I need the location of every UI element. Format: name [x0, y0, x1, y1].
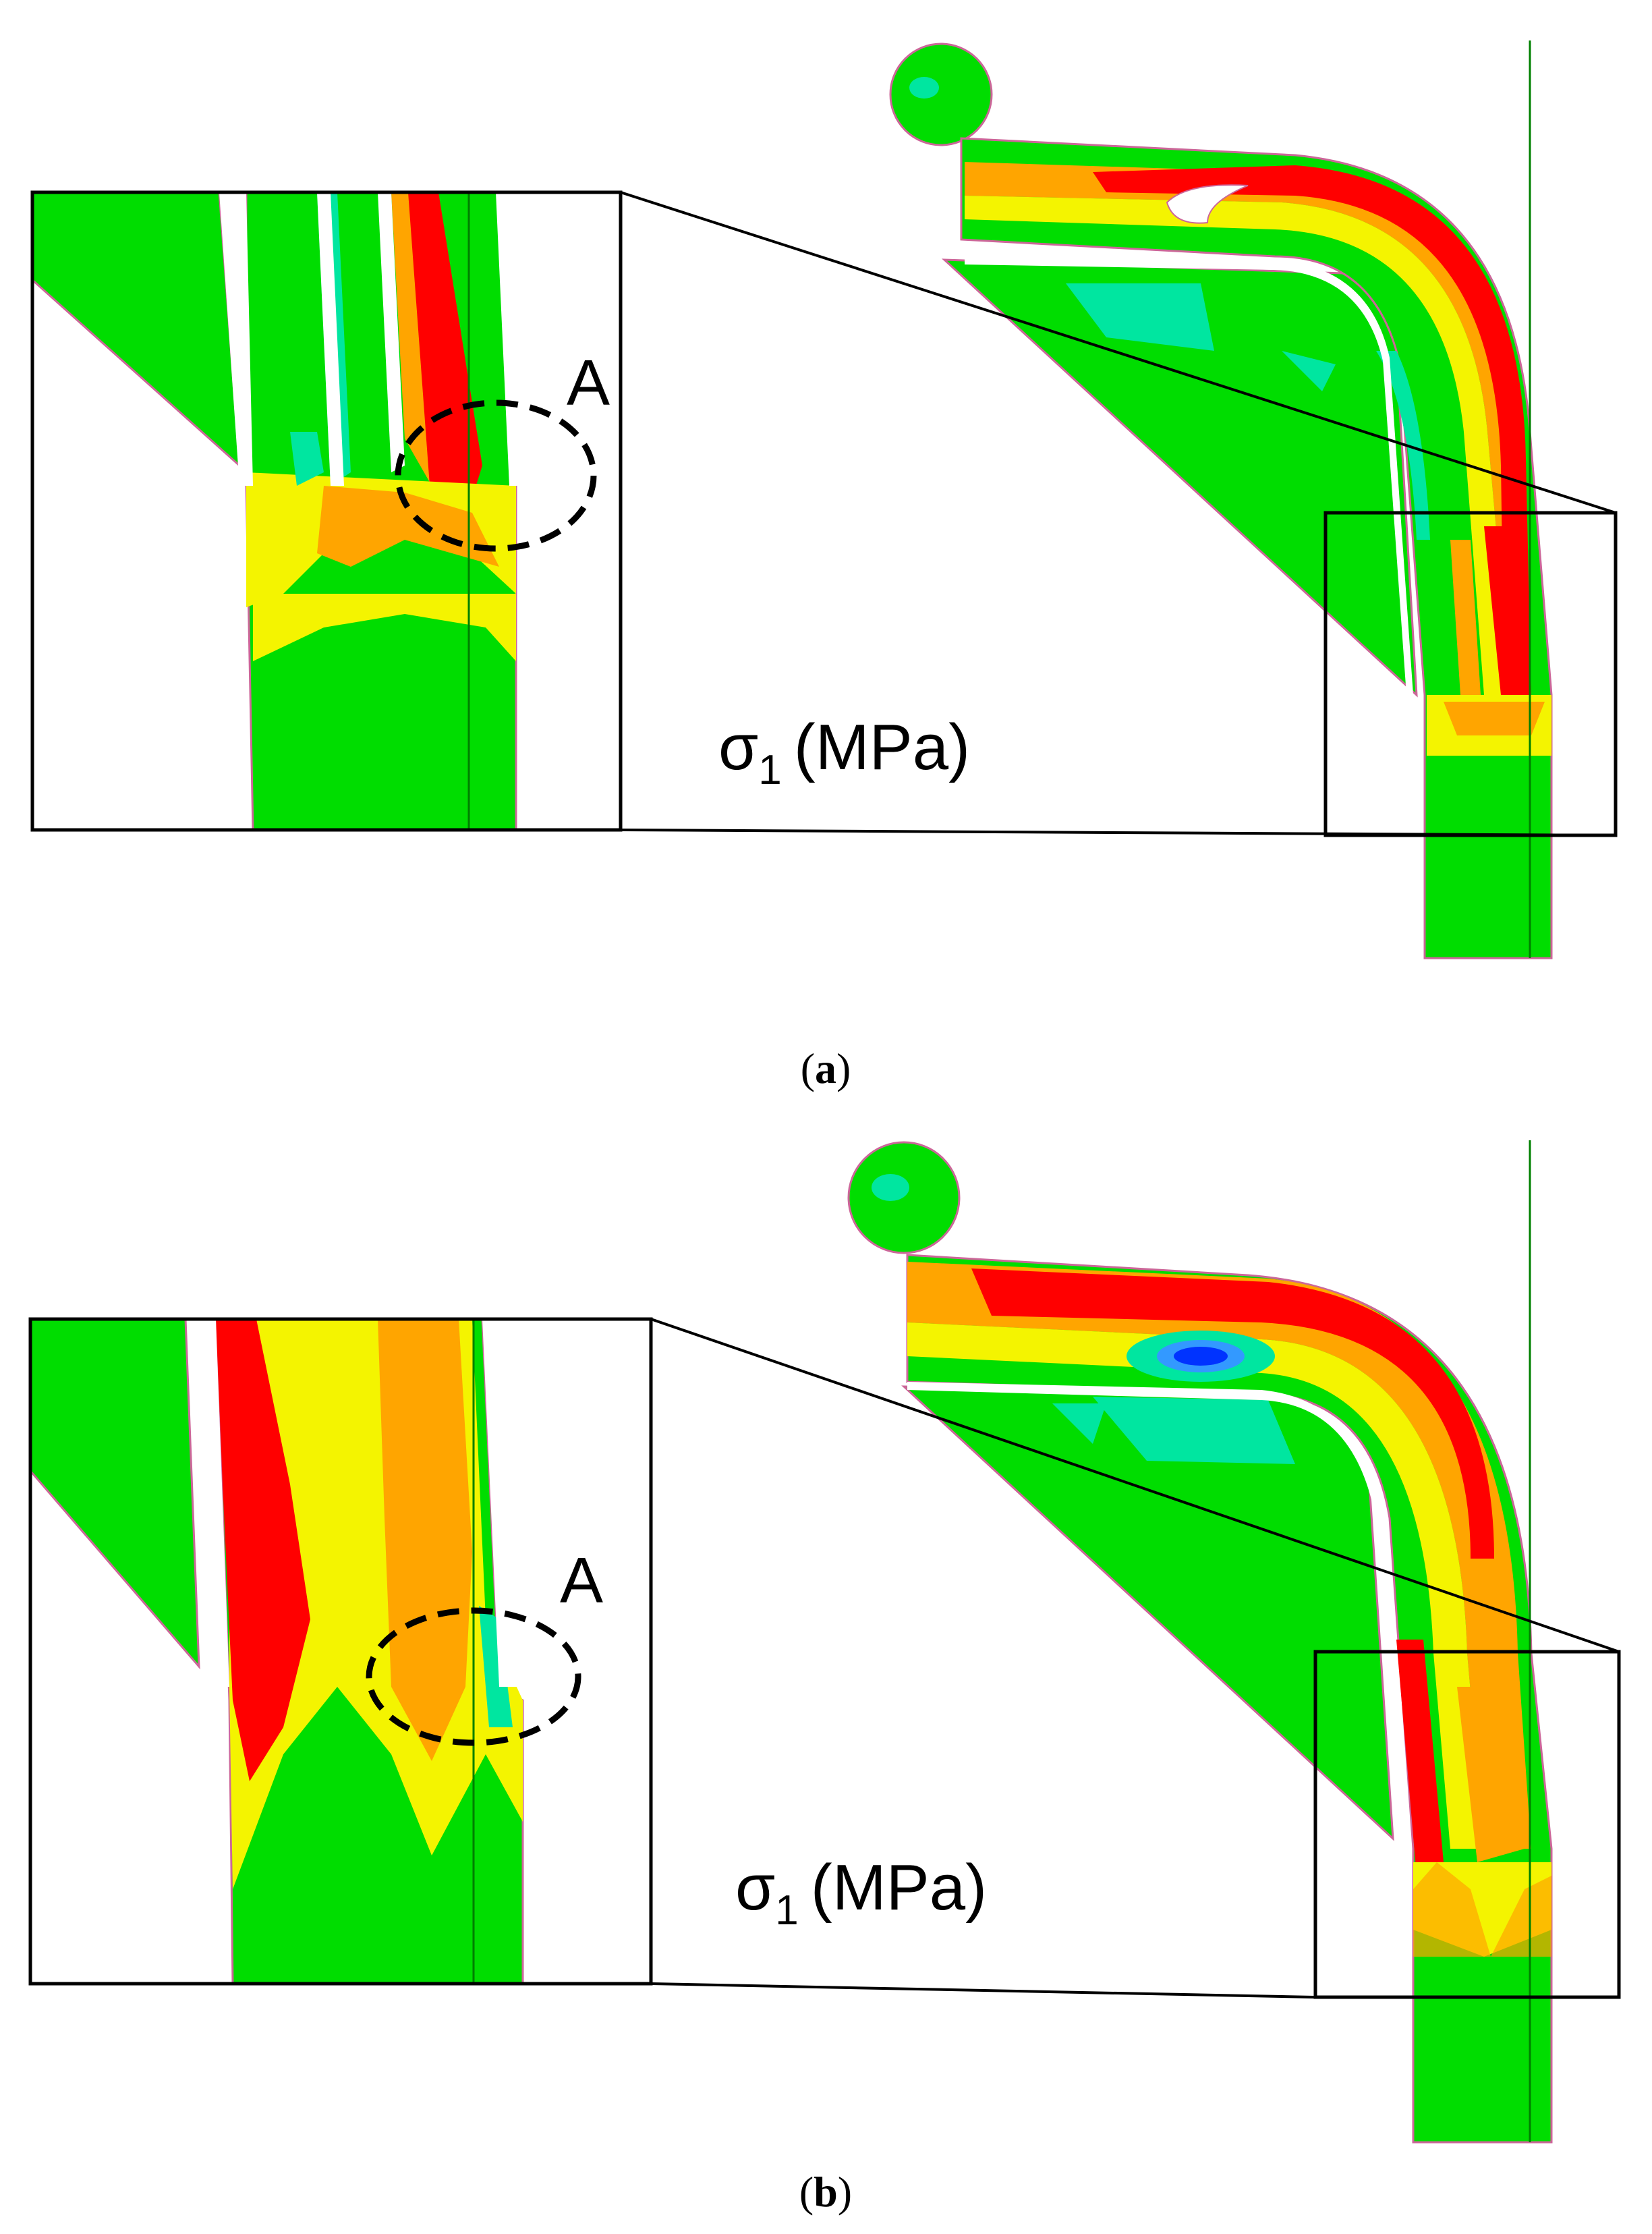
stress-subscript-b: 1: [775, 1887, 798, 1934]
inset-b: [28, 1317, 653, 1986]
panel-b: A σ1 (MPa) (b): [28, 1140, 1621, 2216]
stress-label-b: σ1 (MPa): [735, 1851, 987, 1934]
roller-b: [847, 1141, 961, 1254]
zoom-connector-bottom-b: [650, 1982, 1316, 1999]
panel-a: A σ1 (MPa) (a): [30, 40, 1618, 1092]
caption-letter-a: a: [815, 1044, 836, 1092]
zone-label-b: A: [560, 1544, 603, 1617]
zone-ellipse-a: [395, 399, 597, 552]
svg-text:σ1(MPa): σ1 (MPa): [718, 711, 970, 793]
stress-unit-a: (MPa): [794, 711, 970, 783]
bent-sheet-a: [960, 137, 1553, 959]
zoom-region-b: [1313, 1650, 1621, 1999]
stress-symbol-b: σ: [735, 1851, 775, 1924]
caption-b: (b): [799, 2168, 852, 2216]
roller-a: [889, 43, 993, 146]
caption-letter-b: b: [814, 2168, 838, 2216]
zoom-connector-top-b: [650, 1318, 1620, 1653]
bent-sheet-b: [906, 1254, 1553, 2144]
zoom-connector-top-a: [620, 191, 1616, 514]
inset-a: [30, 190, 623, 832]
svg-text:σ1(MPa): σ1 (MPa): [735, 1851, 987, 1934]
stress-subscript-a: 1: [758, 747, 781, 793]
caption-a: (a): [801, 1044, 851, 1092]
zone-ellipse-b: [366, 1607, 581, 1746]
stress-unit-b: (MPa): [811, 1851, 987, 1924]
stress-symbol-a: σ: [718, 711, 758, 783]
zoom-connector-bottom-a: [620, 829, 1616, 837]
zone-label-a: A: [567, 347, 610, 419]
stress-label-a: σ1 (MPa): [718, 711, 970, 793]
